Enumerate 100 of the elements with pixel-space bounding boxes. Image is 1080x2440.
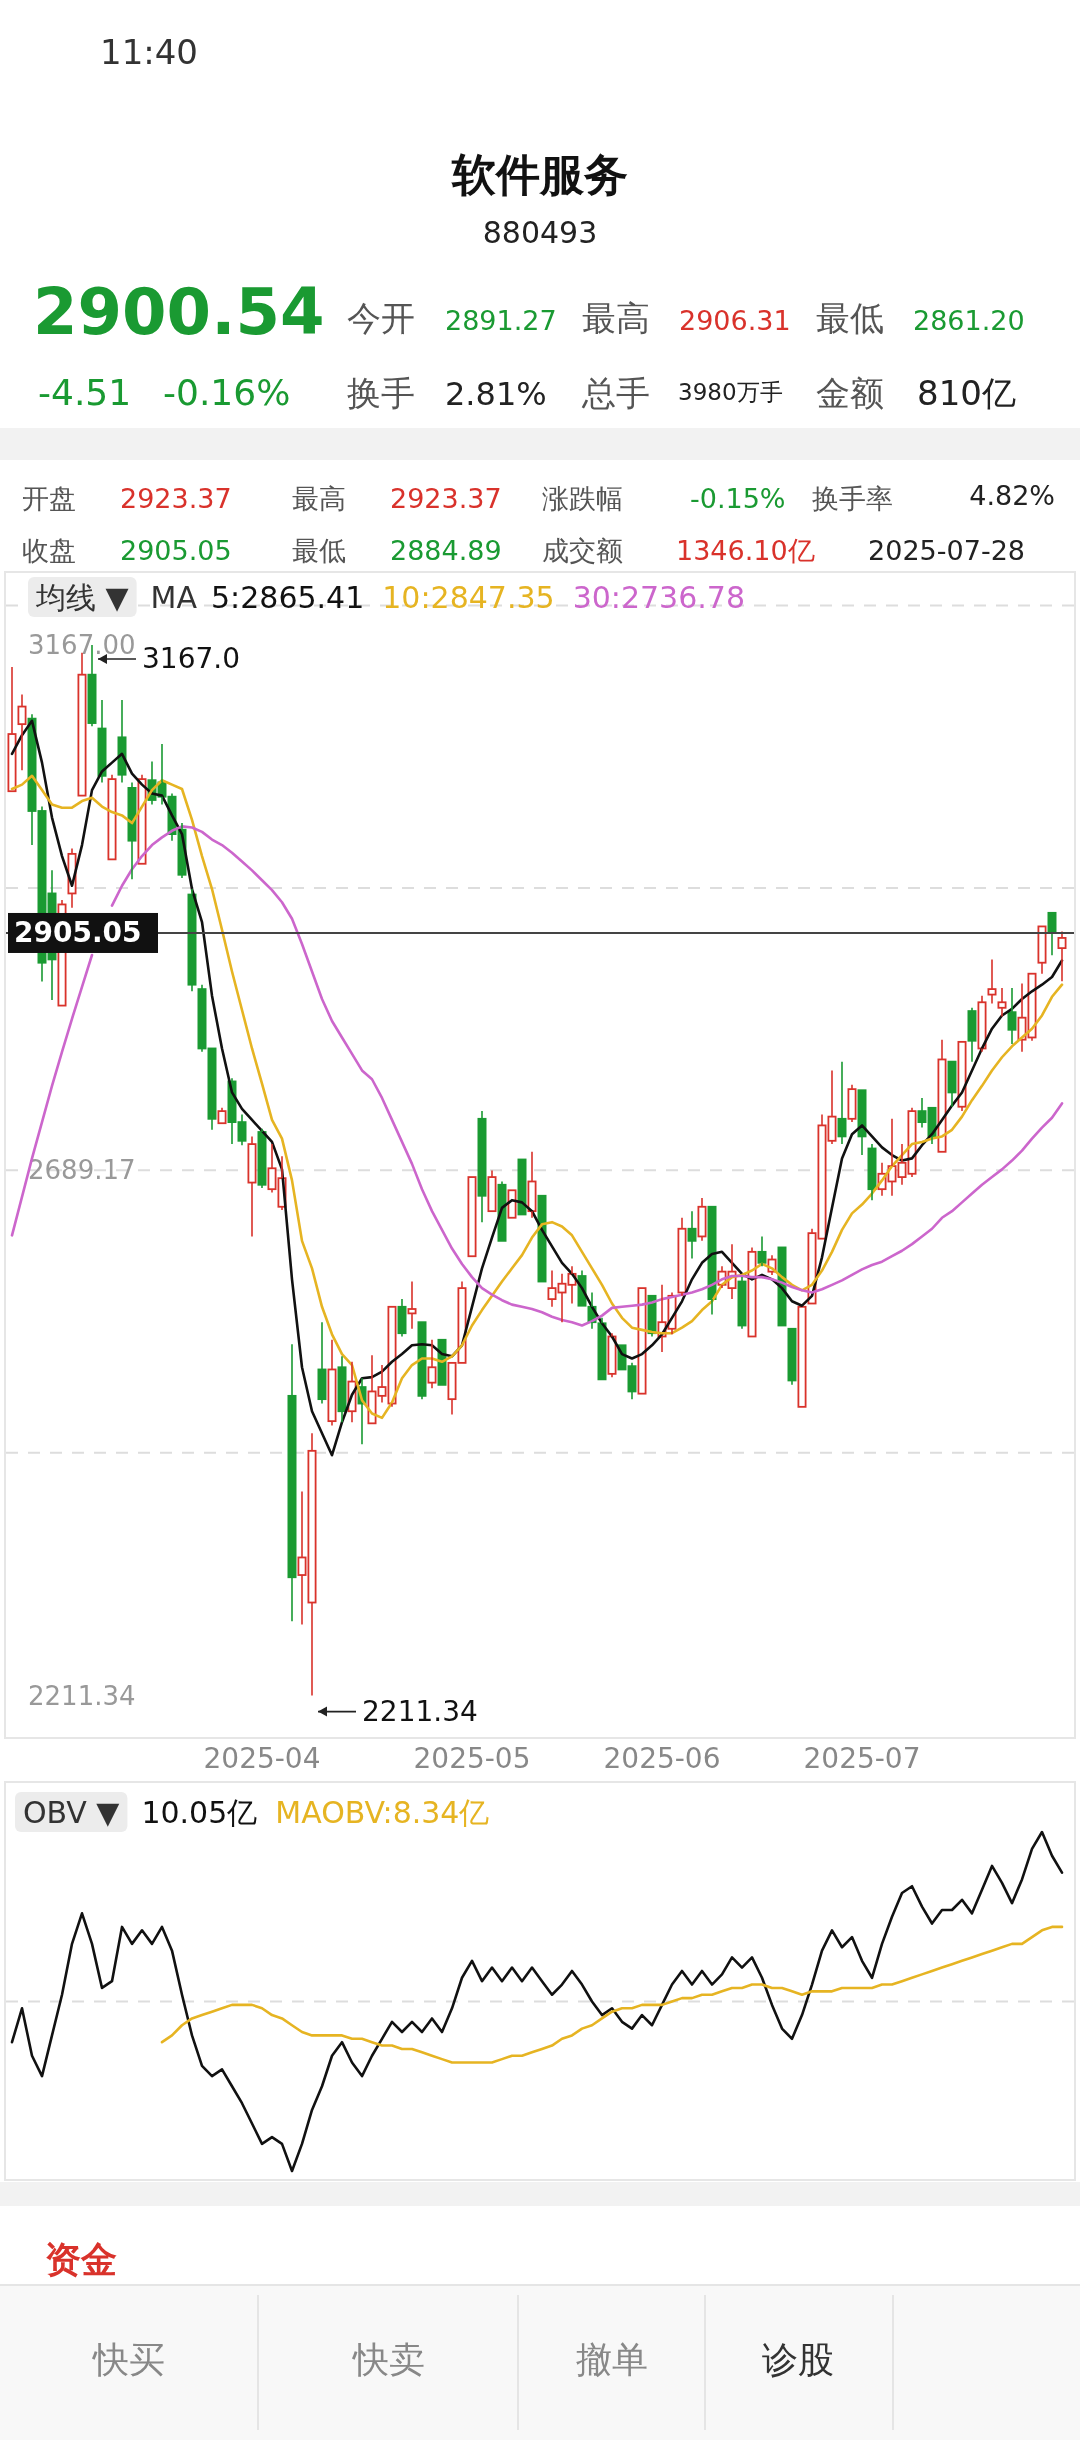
y-tick-label: 2689.17 [28, 1155, 136, 1186]
text: 2025-07-28 [868, 535, 1025, 566]
candlestick [287, 1343, 297, 1623]
text: 3980万手 [678, 379, 783, 405]
candlestick [217, 1107, 227, 1125]
text: 最低 [292, 535, 346, 566]
candlestick [707, 1205, 717, 1316]
candlestick [397, 1298, 407, 1338]
candlestick [857, 1089, 867, 1156]
text: 4.82% [969, 480, 1055, 511]
text: 撤单 [576, 2339, 648, 2380]
text: 2923.37 [390, 483, 502, 514]
text: 涨跌幅 [542, 483, 623, 514]
candlestick [407, 1280, 417, 1330]
annotation: 3167.0 [142, 642, 240, 676]
candlestick [317, 1321, 327, 1405]
text: 880493 [482, 215, 598, 250]
text: 收盘 [22, 535, 76, 566]
candlestick [527, 1151, 537, 1219]
candlestick [537, 1194, 547, 1283]
candlestick [687, 1210, 697, 1260]
text: 1346.10亿 [676, 535, 815, 566]
text: OBV ▼ [23, 1794, 120, 1830]
text: 5:2865.41 [211, 579, 365, 615]
candlestick [747, 1246, 757, 1338]
annotation: MA [150, 579, 198, 615]
x-tick-label: 2025-07 [803, 1742, 921, 1775]
candlestick [837, 1060, 847, 1145]
candlestick [107, 773, 117, 861]
text: 软件服务 [451, 149, 628, 200]
candlestick [947, 1060, 957, 1108]
candlestick [957, 1040, 967, 1112]
y-tick-label: 2211.34 [28, 1680, 136, 1711]
text: 10.05亿 [141, 1794, 258, 1830]
candlestick [127, 781, 137, 880]
y-tick-label: 3167.00 [28, 630, 136, 660]
candlestick [487, 1169, 497, 1213]
candlestick [697, 1197, 707, 1242]
x-tick-label: 2025-04 [203, 1742, 321, 1775]
text: 资金 [45, 2239, 117, 2280]
text: 最高 [582, 298, 650, 338]
text: MAOBV:8.34亿 [275, 1794, 490, 1830]
candlestick [977, 994, 987, 1053]
candlestick [237, 1113, 247, 1146]
candlestick [757, 1235, 767, 1267]
x-tick-label: 2025-05 [413, 1742, 531, 1775]
candlestick [417, 1321, 427, 1400]
candlestick [997, 987, 1007, 1018]
text: 总手 [581, 373, 650, 413]
text: 10:2847.35 [382, 579, 555, 615]
text: 2.81% [445, 375, 547, 413]
annotation: 均线 ▼ [35, 579, 129, 615]
text: 换手率 [812, 483, 893, 514]
candlestick [497, 1180, 507, 1242]
text: 2861.20 [913, 305, 1025, 336]
text: 2905.05 [120, 535, 232, 566]
candlestick [867, 1143, 877, 1201]
text: 成交额 [542, 535, 623, 566]
text: 2900.54 [33, 275, 325, 349]
candlestick [787, 1327, 797, 1386]
text: 最低 [816, 298, 884, 338]
text: 2923.37 [120, 483, 232, 514]
text: 开盘 [22, 483, 76, 514]
text: 今开 [347, 298, 415, 338]
candlestick [937, 1038, 947, 1153]
text: 快买 [91, 2339, 165, 2380]
candlestick [967, 1006, 977, 1063]
text: 30:2736.78 [572, 579, 745, 615]
text: -0.16% [163, 372, 291, 413]
text: 2884.89 [390, 535, 502, 566]
candlestick [427, 1338, 437, 1389]
text: 810亿 [917, 373, 1016, 413]
candlestick [607, 1332, 617, 1378]
text: -4.51 [38, 372, 132, 413]
text: 最高 [292, 483, 346, 514]
candlestick [7, 666, 17, 793]
x-tick-label: 2025-06 [603, 1742, 721, 1775]
text: 2891.27 [445, 305, 557, 336]
text: 快卖 [351, 2339, 425, 2380]
candlestick [987, 958, 997, 1005]
candlestick [1007, 987, 1017, 1045]
candlestick [477, 1110, 487, 1223]
text: -0.15% [690, 483, 786, 514]
text: 金额 [816, 373, 884, 413]
candlestick [257, 1127, 267, 1189]
candlestick [737, 1276, 747, 1330]
candlestick [797, 1305, 807, 1408]
candlestick [517, 1158, 527, 1216]
candlestick [847, 1083, 857, 1123]
text: 2906.31 [679, 305, 791, 336]
candlestick [467, 1176, 477, 1258]
annotation: 2211.34 [362, 1695, 478, 1729]
ref-line-label: 2905.05 [14, 916, 142, 950]
text: 11:40 [100, 32, 198, 72]
candlestick [97, 699, 107, 784]
candlestick [327, 1338, 337, 1427]
candlestick [337, 1355, 347, 1424]
candlestick [677, 1216, 687, 1297]
text: 换手 [347, 373, 415, 413]
text: 诊股 [762, 2339, 834, 2380]
